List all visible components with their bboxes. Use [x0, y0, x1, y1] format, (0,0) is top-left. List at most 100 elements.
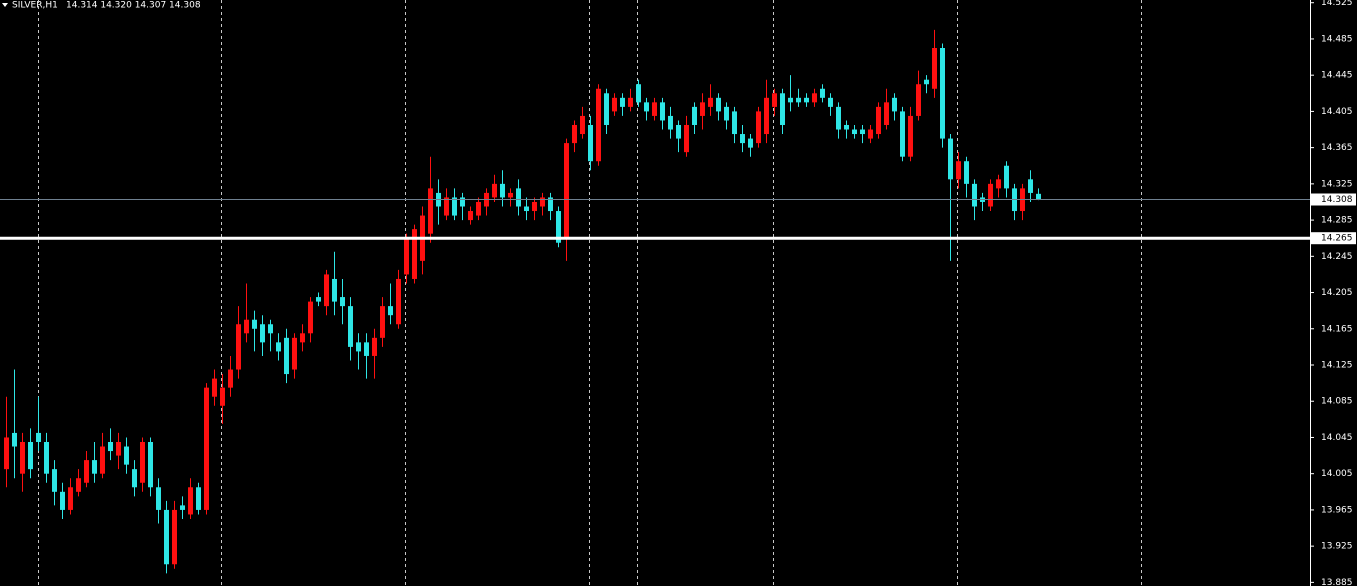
candle-body	[1036, 193, 1041, 200]
y-tick-label: 14.365	[1321, 143, 1353, 153]
candle-body	[444, 197, 449, 216]
candle-body	[964, 161, 969, 184]
candle-body	[212, 378, 217, 397]
y-tick-label: 14.405	[1321, 107, 1353, 117]
candle-body	[740, 134, 745, 144]
candle-body	[612, 97, 617, 112]
candle-body	[908, 115, 913, 157]
bid-label-box	[1311, 193, 1356, 206]
candle-body	[468, 211, 473, 221]
candle-body	[36, 432, 41, 442]
candle-body	[364, 342, 369, 356]
candle-body	[252, 319, 257, 329]
candle-body	[12, 432, 17, 447]
candle-body	[836, 106, 841, 130]
candle-body	[508, 192, 513, 198]
candle-body	[548, 197, 553, 212]
candle-body	[196, 487, 201, 510]
candle-body	[84, 460, 89, 483]
candle-body	[148, 441, 153, 488]
y-tick-label: 14.285	[1321, 216, 1353, 226]
candle-body	[812, 93, 817, 103]
candle-body	[516, 188, 521, 207]
candle-body	[1028, 179, 1033, 193]
candle-body	[532, 201, 537, 212]
candle-body	[172, 509, 177, 565]
candle-body	[764, 97, 769, 135]
y-tick-label: 13.885	[1321, 578, 1353, 586]
candle-body	[652, 102, 657, 116]
candle-body	[524, 206, 529, 212]
candle-body	[1004, 165, 1009, 189]
candle-body	[316, 297, 321, 302]
candle-body	[724, 106, 729, 121]
candle-body	[588, 124, 593, 162]
candle-body	[412, 229, 417, 279]
candle-body	[60, 491, 65, 510]
candle-body	[140, 441, 145, 483]
y-tick-label: 14.205	[1321, 288, 1353, 298]
candle-body	[772, 93, 777, 107]
candle-body	[932, 48, 937, 89]
candle-body	[276, 342, 281, 352]
candle-body	[372, 337, 377, 356]
candle-body	[76, 478, 81, 492]
candle-body	[292, 337, 297, 370]
candle-body	[460, 197, 465, 207]
candle-body	[20, 441, 25, 474]
candle-body	[692, 106, 697, 125]
candle-body	[876, 106, 881, 135]
candle-body	[284, 337, 289, 375]
candle-body	[780, 93, 785, 125]
y-tick-label: 13.925	[1321, 542, 1353, 552]
candle-body	[388, 306, 393, 316]
candle-body	[748, 138, 753, 148]
candle-body	[788, 97, 793, 103]
y-tick-label: 14.325	[1321, 179, 1353, 189]
candle-body	[404, 238, 409, 275]
candle-body	[44, 441, 49, 474]
candle-body	[660, 102, 665, 121]
candle-body	[380, 306, 385, 338]
hline-label-box	[1311, 232, 1356, 245]
candle-body	[916, 84, 921, 116]
candle-body	[700, 102, 705, 116]
candle-body	[188, 487, 193, 515]
candle-body	[156, 487, 161, 510]
candle-body	[892, 97, 897, 112]
candle-body	[492, 183, 497, 198]
menu-arrow	[2, 3, 8, 7]
candle-body	[92, 460, 97, 474]
candle-body	[620, 97, 625, 107]
y-tick-label: 14.085	[1321, 397, 1353, 407]
candle-body	[796, 97, 801, 103]
candle-body	[540, 197, 545, 207]
candle-body	[708, 97, 713, 107]
candle-body	[348, 306, 353, 347]
candle-body	[220, 387, 225, 406]
candle-body	[972, 183, 977, 207]
y-tick-label: 14.485	[1321, 34, 1353, 44]
candle-body	[956, 161, 961, 180]
candle-body	[628, 97, 633, 107]
quote-label: 14.314 14.320 14.307 14.308	[66, 1, 201, 11]
candle-body	[500, 183, 505, 198]
y-tick-label: 13.965	[1321, 505, 1353, 515]
candle-body	[828, 97, 833, 107]
candle-body	[100, 446, 105, 474]
candle-body	[820, 88, 825, 98]
candle-body	[900, 111, 905, 157]
y-tick-label: 14.525	[1321, 0, 1353, 8]
candle-body	[324, 274, 329, 307]
candle-body	[860, 129, 865, 135]
bid-label: 14.308	[1321, 195, 1353, 205]
y-tick-label: 14.245	[1321, 252, 1353, 262]
candle-body	[340, 297, 345, 307]
candle-body	[868, 129, 873, 139]
y-tick-label: 14.005	[1321, 469, 1353, 479]
candle-body	[132, 469, 137, 488]
candle-body	[108, 441, 113, 452]
candle-body	[596, 88, 601, 162]
candle-body	[164, 509, 169, 565]
